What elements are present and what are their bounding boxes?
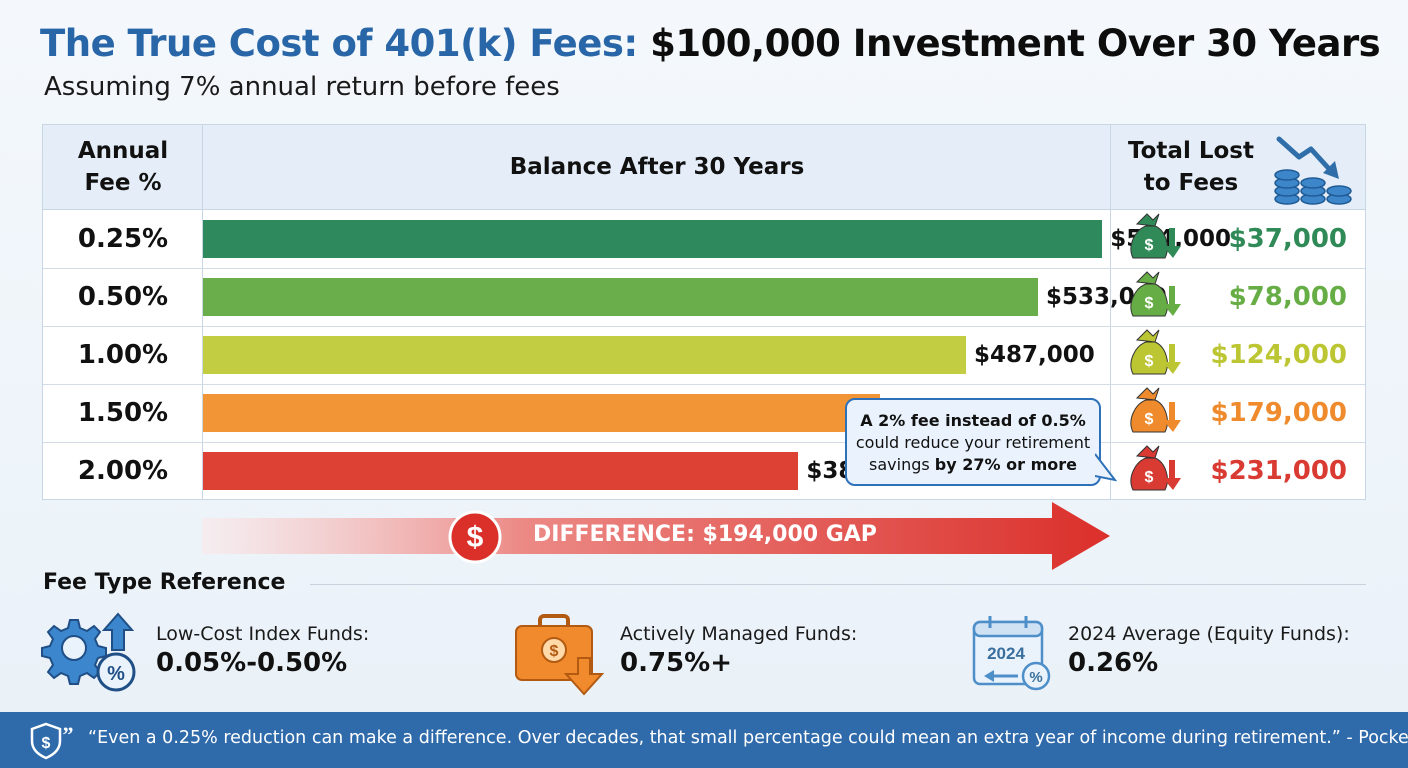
header-annual-fee: Annual Fee %: [43, 135, 203, 199]
gear-percent-icon: %: [41, 612, 136, 692]
svg-text:$: $: [42, 735, 51, 752]
svg-text:$: $: [1145, 411, 1154, 428]
fee-reference-title: Fee Type Reference: [43, 570, 286, 595]
balance-bar: [203, 220, 1103, 258]
callout-line-2: could reduce your retirement: [855, 433, 1091, 452]
title-part-2: $100,000 Investment Over 30 Years: [650, 22, 1381, 65]
table-header-row: [43, 125, 1365, 210]
svg-text:2024: 2024: [987, 644, 1025, 663]
calendar-percent-icon: 2024 %: [972, 616, 1051, 691]
page-subtitle: Assuming 7% annual return before fees: [44, 72, 560, 102]
shield-quote-icon: $ ”: [30, 722, 74, 760]
balance-value-label: $487,000: [973, 342, 1095, 368]
briefcase-dollar-icon: $: [515, 614, 605, 696]
lost-to-fees-value: $124,000: [1210, 340, 1347, 370]
svg-text:$: $: [467, 521, 484, 554]
svg-text:$: $: [1145, 237, 1154, 254]
money-bag-down-icon: $: [1125, 442, 1183, 500]
header-total-lost-line1: Total Lost: [1128, 138, 1254, 164]
money-bag-down-icon: $: [1125, 268, 1183, 326]
balance-bar: [203, 336, 966, 374]
fee-label: 2.00%: [77, 456, 169, 486]
header-total-lost: Total Lost to Fees: [1111, 135, 1271, 199]
ref-value-index-funds: 0.05%-0.50%: [156, 648, 348, 678]
lost-to-fees-value: $78,000: [1228, 282, 1347, 312]
money-bag-down-icon: $: [1125, 384, 1183, 442]
ref-label-active-funds: Actively Managed Funds:: [620, 623, 858, 645]
ref-label-average-equity: 2024 Average (Equity Funds):: [1068, 623, 1350, 645]
svg-text:$: $: [550, 643, 559, 660]
svg-text:%: %: [1029, 669, 1042, 686]
ref-value-active-funds: 0.75%+: [620, 648, 732, 678]
fee-table: Annual Fee % Balance After 30 Years Tota…: [42, 124, 1366, 500]
callout-line-3-normal: savings: [869, 455, 935, 474]
ref-value-average-equity: 0.26%: [1068, 648, 1159, 678]
fee-label: 1.50%: [77, 398, 169, 428]
svg-text:”: ”: [63, 722, 74, 747]
callout-line-1: A 2% fee instead of 0.5%: [860, 411, 1086, 430]
title-part-1: The True Cost of 401(k) Fees:: [40, 22, 638, 65]
fee-label: 0.50%: [77, 282, 169, 312]
svg-text:$: $: [1145, 469, 1154, 486]
lost-to-fees-value: $231,000: [1210, 456, 1347, 486]
money-bag-down-icon: $: [1125, 210, 1183, 268]
header-total-lost-line2: to Fees: [1143, 170, 1239, 196]
lost-to-fees-value: $179,000: [1210, 398, 1347, 428]
coins-down-trend-icon: [1274, 136, 1352, 205]
page-title: The True Cost of 401(k) Fees: $100,000 I…: [40, 22, 1381, 65]
footer-quote-bar: $ ” “Even a 0.25% reduction can make a d…: [0, 712, 1408, 768]
footer-quote: “Even a 0.25% reduction can make a diffe…: [88, 728, 1408, 748]
dollar-circle-icon: $: [448, 510, 502, 564]
fee-label: 1.00%: [77, 340, 169, 370]
fee-impact-callout: A 2% fee instead of 0.5% could reduce yo…: [845, 398, 1117, 486]
svg-text:$: $: [1145, 295, 1154, 312]
difference-arrow: [202, 502, 1110, 570]
svg-text:%: %: [107, 663, 125, 685]
money-bag-down-icon: $: [1125, 326, 1183, 384]
callout-line-3-bold: by 27% or more: [934, 455, 1077, 474]
balance-bar: [203, 278, 1039, 316]
callout-line-3: savings by 27% or more: [847, 454, 1099, 476]
difference-label: DIFFERENCE: $194,000 GAP: [533, 522, 877, 547]
header-balance: Balance After 30 Years: [509, 154, 805, 180]
section-divider: [310, 584, 1366, 585]
header-annual-fee-line1: Annual: [77, 138, 169, 164]
ref-label-index-funds: Low-Cost Index Funds:: [156, 623, 370, 645]
callout-pointer: [1095, 453, 1117, 482]
balance-bar: [203, 452, 799, 490]
lost-to-fees-value: $37,000: [1228, 224, 1347, 254]
header-annual-fee-line2: Fee %: [84, 170, 162, 196]
svg-text:$: $: [1145, 353, 1154, 370]
balance-bar: [203, 394, 880, 432]
fee-label: 0.25%: [77, 224, 169, 254]
